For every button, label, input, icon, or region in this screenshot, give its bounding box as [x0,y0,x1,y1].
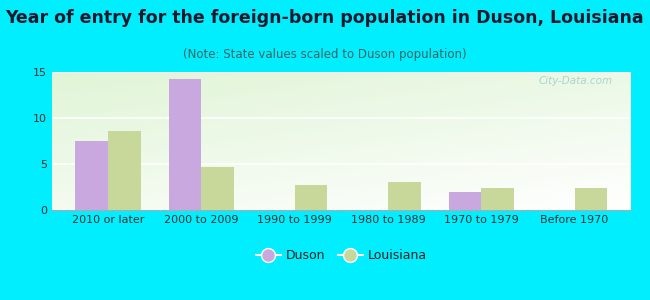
Bar [168,80,202,210]
Text: Year of entry for the foreign-born population in Duson, Louisiana: Year of entry for the foreign-born popul… [6,9,644,27]
Text: City-Data.com: City-Data.com [539,76,613,86]
Bar [108,131,140,210]
Bar [75,141,108,210]
Bar [448,192,481,210]
Bar [294,185,327,210]
Bar [481,188,514,210]
Legend: Duson, Louisiana: Duson, Louisiana [251,244,432,267]
Text: (Note: State values scaled to Duson population): (Note: State values scaled to Duson popu… [183,48,467,61]
Bar [575,188,607,210]
Bar [202,167,234,210]
Bar [388,182,421,210]
